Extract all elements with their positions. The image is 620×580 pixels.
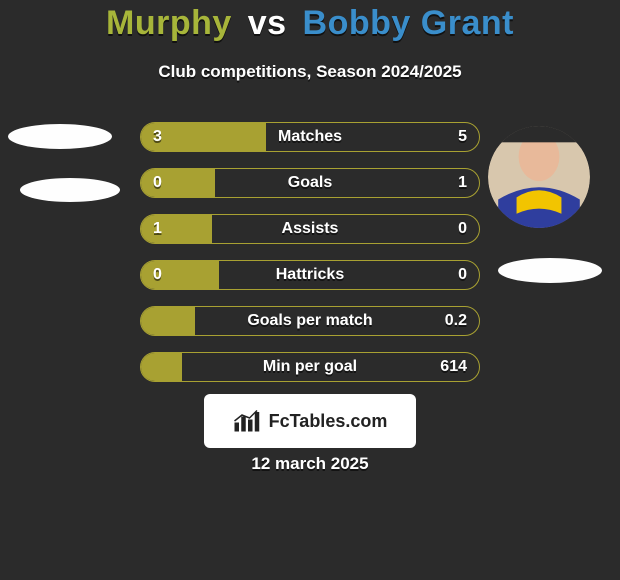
stat-label: Goals [141, 169, 479, 197]
stat-row: 10Assists [140, 214, 480, 244]
title-vs: vs [242, 4, 293, 42]
stat-row: 614Min per goal [140, 352, 480, 382]
bar-chart-icon [233, 409, 263, 433]
stat-row: 00Hattricks [140, 260, 480, 290]
avatar-placeholder-right [498, 258, 602, 283]
subtitle: Club competitions, Season 2024/2025 [0, 62, 620, 82]
stat-label: Matches [141, 123, 479, 151]
stat-bars: 35Matches 01Goals 10Assists 00Hattricks 0.2G… [140, 122, 480, 398]
title-player1: Murphy [106, 4, 232, 42]
avatar-placeholder-left-1 [8, 124, 112, 149]
page-title: Murphy vs Bobby Grant [0, 4, 620, 43]
stat-label: Min per goal [141, 353, 479, 381]
site-logo: FcTables.com [204, 394, 416, 448]
site-logo-text: FcTables.com [269, 411, 388, 432]
player2-avatar-svg [488, 126, 590, 228]
stat-label: Goals per match [141, 307, 479, 335]
stat-row: 35Matches [140, 122, 480, 152]
avatar-placeholder-left-2 [20, 178, 120, 202]
date-label: 12 march 2025 [0, 454, 620, 474]
stat-row: 0.2Goals per match [140, 306, 480, 336]
title-player2: Bobby Grant [303, 4, 514, 42]
stat-row: 01Goals [140, 168, 480, 198]
player2-avatar [488, 126, 590, 228]
stat-label: Hattricks [141, 261, 479, 289]
stat-label: Assists [141, 215, 479, 243]
